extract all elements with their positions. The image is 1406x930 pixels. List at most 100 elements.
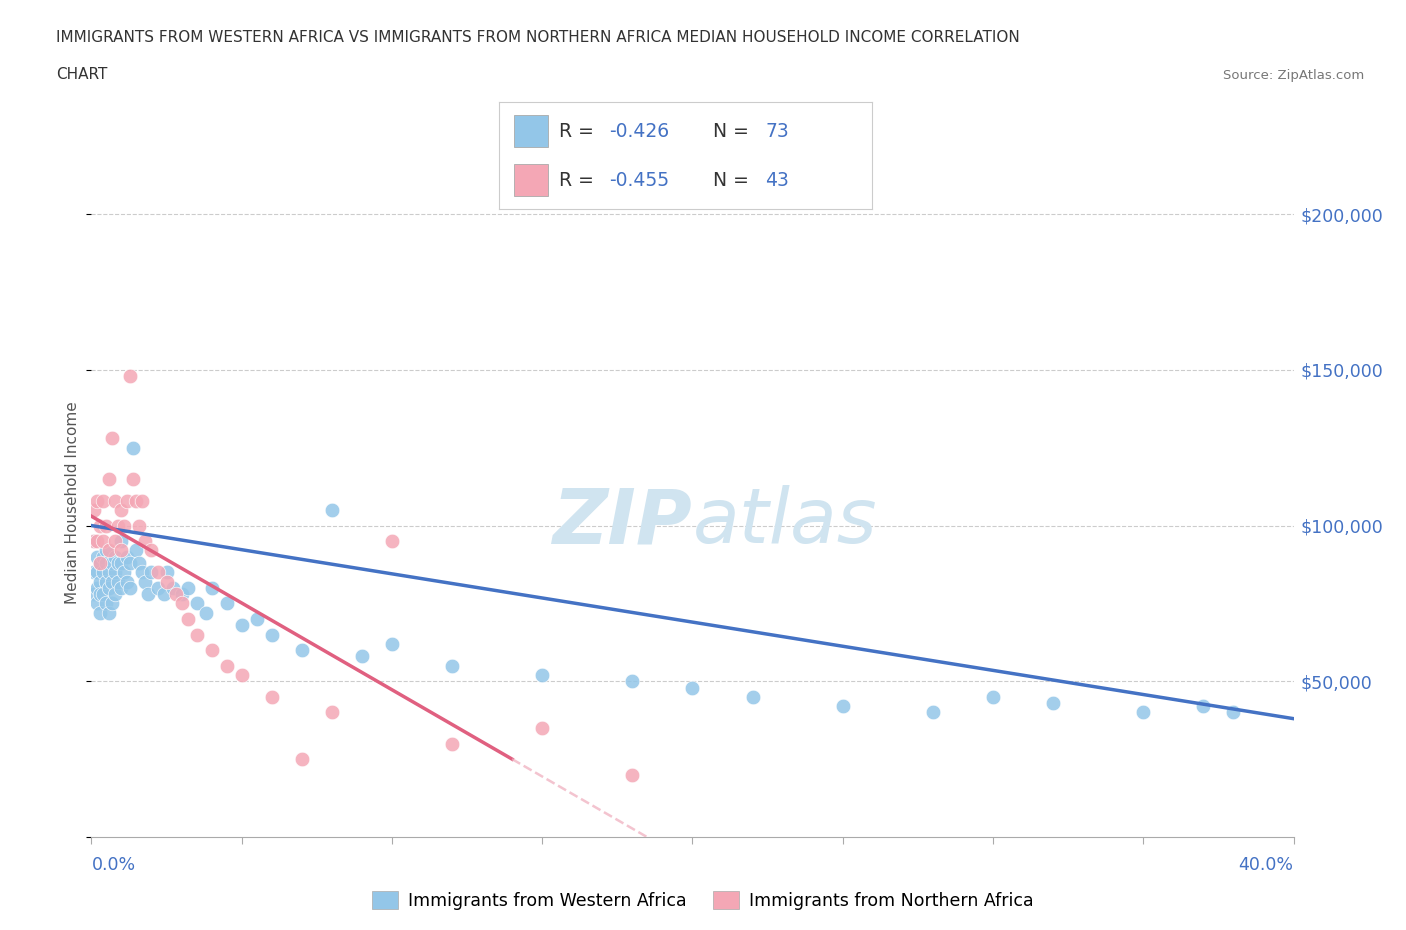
Point	[83, 502, 105, 517]
Point	[621, 767, 644, 782]
Point	[131, 493, 153, 508]
Point	[117, 550, 139, 565]
Y-axis label: Median Household Income: Median Household Income	[65, 401, 80, 604]
Text: Source: ZipAtlas.com: Source: ZipAtlas.com	[1223, 69, 1364, 82]
Point	[122, 440, 145, 455]
Point	[98, 543, 121, 558]
Point	[170, 596, 193, 611]
Point	[231, 668, 253, 683]
Text: -0.455: -0.455	[609, 171, 669, 190]
Point	[114, 565, 136, 579]
Text: 0.0%: 0.0%	[91, 856, 135, 873]
Point	[93, 493, 115, 508]
Point	[104, 550, 127, 565]
Point	[922, 705, 945, 720]
Point	[440, 737, 463, 751]
Point	[83, 587, 105, 602]
Point	[86, 493, 108, 508]
Point	[89, 555, 111, 570]
Text: 73: 73	[765, 122, 789, 140]
Point	[98, 580, 121, 595]
Text: CHART: CHART	[56, 67, 108, 82]
Point	[101, 555, 124, 570]
Point	[186, 596, 208, 611]
Point	[194, 605, 217, 620]
Point	[104, 565, 127, 579]
Point	[96, 555, 118, 570]
Point	[104, 493, 127, 508]
Point	[141, 543, 163, 558]
Text: R =: R =	[558, 171, 599, 190]
Point	[86, 565, 108, 579]
Point	[1132, 705, 1154, 720]
Text: -0.426: -0.426	[609, 122, 669, 140]
Point	[1222, 705, 1244, 720]
Point	[93, 587, 115, 602]
Point	[186, 627, 208, 642]
Point	[138, 587, 160, 602]
Text: 40.0%: 40.0%	[1239, 856, 1294, 873]
Bar	[515, 115, 547, 147]
Text: 43: 43	[765, 171, 789, 190]
Point	[101, 574, 124, 589]
Point	[122, 472, 145, 486]
Point	[291, 643, 314, 658]
Point	[83, 534, 105, 549]
Point	[291, 751, 314, 766]
Point	[201, 643, 224, 658]
Point	[215, 658, 238, 673]
Point	[96, 139, 118, 153]
Point	[1192, 698, 1215, 713]
Point	[104, 587, 127, 602]
Point	[165, 587, 187, 602]
Point	[128, 555, 150, 570]
Point	[89, 518, 111, 533]
Point	[93, 565, 115, 579]
Point	[110, 502, 132, 517]
Point	[162, 580, 184, 595]
Point	[107, 555, 129, 570]
Point	[260, 689, 283, 704]
Point	[110, 580, 132, 595]
Point	[215, 596, 238, 611]
Text: atlas: atlas	[692, 485, 877, 559]
Text: N =: N =	[713, 171, 755, 190]
Point	[125, 543, 148, 558]
Point	[381, 534, 404, 549]
Point	[86, 596, 108, 611]
Point	[93, 534, 115, 549]
Point	[110, 534, 132, 549]
Point	[86, 534, 108, 549]
Point	[350, 649, 373, 664]
Point	[1042, 696, 1064, 711]
Point	[128, 518, 150, 533]
Point	[96, 543, 118, 558]
Point	[134, 574, 156, 589]
Point	[117, 574, 139, 589]
Point	[114, 518, 136, 533]
Point	[89, 605, 111, 620]
Point	[246, 612, 269, 627]
Point	[981, 689, 1004, 704]
Point	[101, 431, 124, 445]
Point	[117, 493, 139, 508]
Point	[321, 502, 343, 517]
Point	[381, 636, 404, 651]
Point	[155, 574, 177, 589]
Point	[120, 368, 142, 383]
Point	[131, 565, 153, 579]
Point	[146, 565, 169, 579]
Point	[107, 574, 129, 589]
Point	[155, 565, 177, 579]
Text: IMMIGRANTS FROM WESTERN AFRICA VS IMMIGRANTS FROM NORTHERN AFRICA MEDIAN HOUSEHO: IMMIGRANTS FROM WESTERN AFRICA VS IMMIGR…	[56, 30, 1019, 45]
Point	[96, 518, 118, 533]
Point	[125, 493, 148, 508]
Point	[201, 580, 224, 595]
Text: ZIP: ZIP	[553, 485, 692, 559]
Point	[146, 580, 169, 595]
Point	[531, 721, 554, 736]
Point	[231, 618, 253, 632]
Point	[831, 698, 853, 713]
Point	[170, 587, 193, 602]
Point	[621, 674, 644, 689]
